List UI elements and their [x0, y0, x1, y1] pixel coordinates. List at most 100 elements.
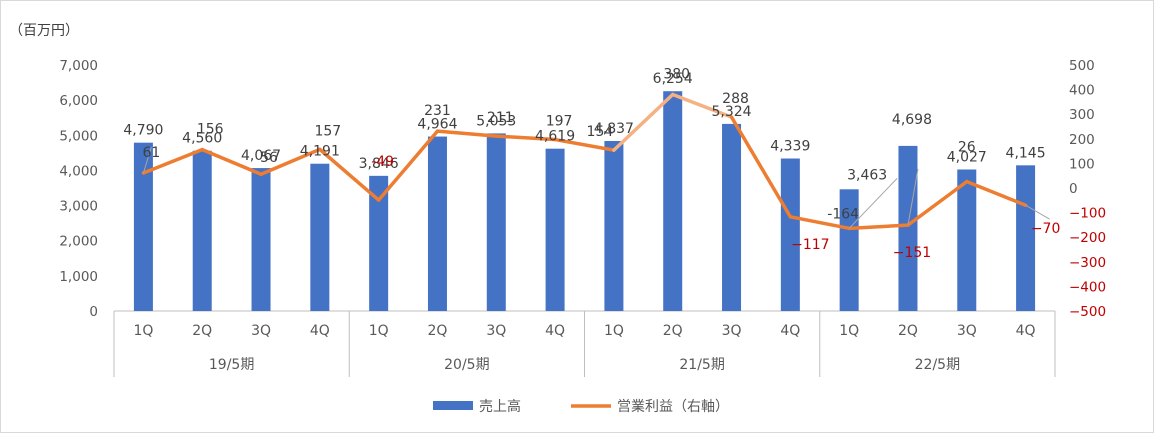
sales-value-label: 3,846: [359, 156, 399, 172]
category-label: 3Q: [722, 323, 742, 339]
category-label: 1Q: [604, 323, 624, 339]
profit-value-label: −70: [1031, 221, 1061, 237]
sales-bar: [722, 123, 742, 311]
left-axis-tick-label: 6,000: [59, 93, 98, 109]
category-label: 1Q: [839, 323, 859, 339]
profit-line-segment: [435, 129, 499, 138]
left-axis-tick-label: 3,000: [59, 199, 98, 215]
profit-value-label: 26: [958, 140, 976, 156]
right-axis-tick-label: 300: [1069, 107, 1095, 123]
sales-bar: [780, 158, 800, 311]
sales-value-label: 4,027: [947, 149, 987, 165]
sales-value-label: 4,964: [417, 117, 457, 133]
leader-line: [848, 177, 898, 229]
sales-bar: [545, 148, 565, 311]
right-axis-tick-label: −300: [1069, 255, 1106, 271]
category-label: 2Q: [428, 323, 448, 339]
legend-swatch-sales: [433, 401, 473, 410]
category-label: 4Q: [310, 323, 330, 339]
left-axis-tick-label: 7,000: [59, 58, 98, 74]
sales-value-label: 4,191: [300, 144, 340, 160]
sales-bar: [839, 189, 859, 311]
profit-line-segment: [729, 115, 793, 219]
sales-value-label: 4,790: [123, 123, 163, 139]
category-label: 3Q: [251, 323, 271, 339]
category-label: 1Q: [369, 323, 389, 339]
profit-value-label: 380: [663, 67, 690, 83]
right-axis-tick-label: 0: [1069, 181, 1078, 197]
profit-line-segment: [612, 92, 675, 152]
profit-value-label: 56: [260, 150, 278, 166]
sales-value-label: 6,254: [653, 71, 693, 87]
sales-bar: [369, 175, 389, 311]
fiscal-year-label: 22/5期: [915, 357, 960, 373]
category-label: 3Q: [957, 323, 977, 339]
sales-bar: [604, 141, 624, 311]
profit-value-label: −117: [791, 237, 829, 253]
unit-label: （百万円）: [9, 23, 79, 39]
left-axis-tick-label: 4,000: [59, 163, 98, 179]
category-label: 1Q: [133, 323, 153, 339]
left-axis-tick-label: 5,000: [59, 128, 98, 144]
sales-bar: [192, 150, 212, 311]
right-axis-tick-label: −500: [1069, 304, 1106, 320]
right-axis-tick-label: −200: [1069, 230, 1106, 246]
sales-bar: [1016, 165, 1036, 311]
right-axis-tick-label: 400: [1069, 83, 1095, 99]
profit-line-segment: [494, 134, 557, 142]
right-axis-tick-label: 100: [1069, 156, 1095, 172]
fiscal-year-label: 20/5期: [444, 357, 489, 373]
sales-bar: [663, 91, 683, 311]
right-axis-tick-label: −100: [1069, 206, 1106, 222]
left-axis-tick-label: 2,000: [59, 234, 98, 250]
leader-line: [142, 146, 152, 174]
profit-line-segment: [847, 223, 910, 231]
sales-value-label: 4,698: [892, 112, 932, 128]
profit-line-segment: [200, 147, 263, 176]
right-axis-tick-label: −400: [1069, 279, 1106, 295]
profit-line-segment: [376, 129, 440, 202]
profit-line-segment: [141, 147, 204, 175]
fiscal-year-label: 21/5期: [679, 357, 724, 373]
profit-value-label: 156: [197, 122, 224, 138]
category-label: 4Q: [545, 323, 565, 339]
sales-value-label: 3,463: [847, 167, 887, 183]
profit-line-segment: [670, 92, 734, 119]
profit-line-segment: [965, 179, 1028, 207]
left-axis-tick-label: 1,000: [59, 269, 98, 285]
profit-value-label: 197: [546, 114, 573, 130]
sales-bar: [251, 168, 271, 311]
sales-value-label: 4,837: [594, 121, 634, 137]
profit-line-segment: [318, 147, 381, 202]
right-axis-tick-label: 200: [1069, 132, 1095, 148]
profit-line-segment: [788, 215, 851, 231]
profit-value-label: 61: [142, 145, 160, 161]
sales-value-label: 5,053: [476, 113, 516, 129]
profit-value-label: -49: [371, 154, 394, 170]
left-axis-tick-label: 0: [89, 304, 98, 320]
sales-value-label: 4,067: [241, 148, 281, 164]
category-label: 2Q: [898, 323, 918, 339]
profit-value-label: −151: [893, 245, 931, 261]
profit-value-label: 211: [487, 110, 514, 126]
fiscal-year-label: 19/5期: [209, 357, 254, 373]
profit-value-label: 231: [424, 103, 451, 119]
sales-value-label: 5,324: [711, 104, 751, 120]
leader-line: [907, 169, 919, 226]
sales-bar: [427, 136, 447, 311]
sales-value-label: 4,145: [1006, 145, 1046, 161]
sales-bar: [310, 163, 330, 311]
legend-label-profit: 営業利益（右軸）: [617, 399, 729, 415]
legend-label-sales: 売上高: [479, 398, 521, 415]
sales-value-label: 4,619: [535, 129, 575, 145]
category-label: 3Q: [486, 323, 506, 339]
profit-line-segment: [906, 179, 969, 227]
sales-value-label: 4,339: [770, 139, 810, 155]
profit-value-label: 288: [722, 91, 749, 107]
sales-bar: [957, 169, 977, 311]
profit-value-label: 157: [314, 123, 341, 139]
category-label: 2Q: [663, 323, 683, 339]
profit-line-segment: [259, 147, 322, 176]
